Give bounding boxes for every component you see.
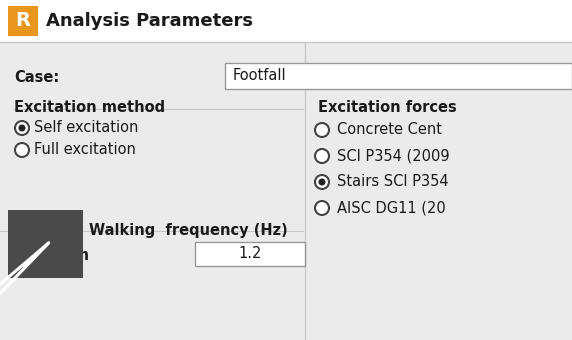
Text: Excitation method: Excitation method — [14, 101, 165, 116]
FancyBboxPatch shape — [0, 0, 572, 42]
Text: Walking  frequency (Hz): Walking frequency (Hz) — [89, 222, 288, 238]
FancyBboxPatch shape — [225, 63, 572, 89]
Text: Case:: Case: — [14, 70, 59, 85]
Circle shape — [315, 149, 329, 163]
FancyBboxPatch shape — [8, 210, 83, 278]
Circle shape — [315, 123, 329, 137]
Circle shape — [315, 175, 329, 189]
Text: Excitation forces: Excitation forces — [318, 101, 457, 116]
Text: Concrete Cent: Concrete Cent — [337, 122, 442, 137]
Circle shape — [315, 201, 329, 215]
FancyBboxPatch shape — [195, 242, 305, 266]
Text: Self excitation: Self excitation — [34, 120, 138, 136]
Text: Minimum: Minimum — [14, 248, 90, 262]
Text: AISC DG11 (20: AISC DG11 (20 — [337, 201, 446, 216]
Text: Analysis Parameters: Analysis Parameters — [46, 12, 253, 30]
Text: 1.2: 1.2 — [239, 246, 261, 261]
Text: Full excitation: Full excitation — [34, 142, 136, 157]
Text: Stairs SCI P354: Stairs SCI P354 — [337, 174, 448, 189]
Circle shape — [15, 121, 29, 135]
Text: R: R — [15, 12, 30, 31]
Circle shape — [319, 178, 325, 186]
Text: SCI P354 (2009: SCI P354 (2009 — [337, 149, 450, 164]
Circle shape — [15, 143, 29, 157]
Circle shape — [18, 124, 26, 132]
FancyBboxPatch shape — [8, 6, 38, 36]
Text: Footfall: Footfall — [233, 68, 287, 84]
